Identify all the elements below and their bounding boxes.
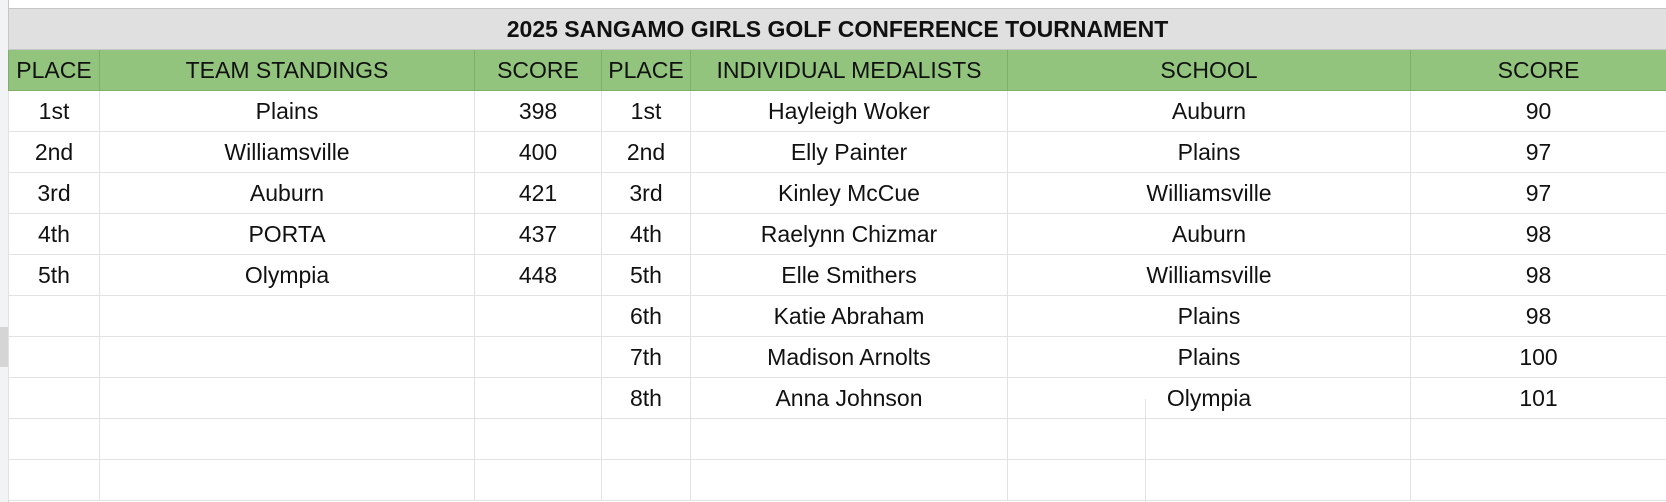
team-name-cell[interactable]: Olympia — [99, 254, 475, 296]
empty-cell[interactable] — [8, 418, 100, 460]
empty-cell[interactable] — [1409, 418, 1666, 460]
team-name-cell[interactable]: Plains — [99, 90, 475, 132]
empty-cell[interactable] — [690, 459, 1008, 501]
individual-place-cell[interactable]: 8th — [601, 377, 691, 419]
table-row: 1st Plains 398 1st Hayleigh Woker Auburn 90 — [8, 90, 1666, 132]
table-row: 6th Katie Abraham Plains 98 — [8, 295, 1666, 337]
individual-place-cell[interactable]: 7th — [601, 336, 691, 378]
medalist-name-cell[interactable]: Elly Painter — [690, 131, 1008, 173]
header-individual-medalists[interactable]: INDIVIDUAL MEDALISTS — [690, 49, 1008, 91]
school-cell[interactable]: Williamsville — [1007, 254, 1411, 296]
header-row: PLACE TEAM STANDINGS SCORE PLACE INDIVID… — [8, 49, 1666, 91]
selected-row-indicator — [0, 327, 8, 367]
cell-divider — [1145, 399, 1146, 502]
school-cell[interactable]: Olympia — [1007, 377, 1411, 419]
team-place-cell[interactable] — [8, 336, 100, 378]
individual-place-cell[interactable]: 1st — [601, 90, 691, 132]
team-place-cell[interactable]: 3rd — [8, 172, 100, 214]
title-row: 2025 SANGAMO GIRLS GOLF CONFERENCE TOURN… — [7, 8, 1666, 50]
empty-cell[interactable] — [99, 418, 475, 460]
empty-cell[interactable] — [474, 418, 602, 460]
team-score-cell[interactable]: 421 — [474, 172, 602, 214]
individual-place-cell[interactable]: 3rd — [601, 172, 691, 214]
school-cell[interactable]: Auburn — [1007, 213, 1411, 255]
school-cell[interactable]: Plains — [1007, 131, 1411, 173]
empty-cell[interactable] — [1409, 459, 1666, 501]
table-row: 4th PORTA 437 4th Raelynn Chizmar Auburn 98 — [8, 213, 1666, 255]
header-team-standings[interactable]: TEAM STANDINGS — [99, 49, 475, 91]
table-row: 3rd Auburn 421 3rd Kinley McCue Williamsville… — [8, 172, 1666, 214]
medalist-name-cell[interactable]: Raelynn Chizmar — [690, 213, 1008, 255]
empty-cell[interactable] — [99, 459, 475, 501]
team-score-cell[interactable]: 398 — [474, 90, 602, 132]
school-cell[interactable]: Plains — [1007, 295, 1411, 337]
team-place-cell[interactable] — [8, 377, 100, 419]
individual-score-cell[interactable]: 98 — [1409, 254, 1666, 296]
empty-cell[interactable] — [1007, 459, 1411, 501]
individual-score-cell[interactable]: 98 — [1409, 213, 1666, 255]
school-cell[interactable]: Williamsville — [1007, 172, 1411, 214]
table-row: 7th Madison Arnolts Plains 100 — [8, 336, 1666, 378]
individual-score-cell[interactable]: 100 — [1409, 336, 1666, 378]
team-score-cell[interactable]: 437 — [474, 213, 602, 255]
header-place-team[interactable]: PLACE — [8, 49, 100, 91]
team-name-cell[interactable]: PORTA — [99, 213, 475, 255]
medalist-name-cell[interactable]: Anna Johnson — [690, 377, 1008, 419]
header-place-individual[interactable]: PLACE — [601, 49, 691, 91]
team-score-cell[interactable] — [474, 295, 602, 337]
table-row: 5th Olympia 448 5th Elle Smithers Williamsvil… — [8, 254, 1666, 296]
empty-cell[interactable] — [8, 459, 100, 501]
header-school[interactable]: SCHOOL — [1007, 49, 1411, 91]
empty-cell[interactable] — [601, 418, 691, 460]
team-name-cell[interactable]: Williamsville — [99, 131, 475, 173]
team-place-cell[interactable]: 4th — [8, 213, 100, 255]
results-table: 2025 SANGAMO GIRLS GOLF CONFERENCE TOURN… — [7, 8, 1666, 501]
header-score-team[interactable]: SCORE — [474, 49, 602, 91]
team-place-cell[interactable] — [8, 295, 100, 337]
empty-cell[interactable] — [474, 459, 602, 501]
medalist-name-cell[interactable]: Madison Arnolts — [690, 336, 1008, 378]
empty-cell[interactable] — [1007, 418, 1411, 460]
spreadsheet-grid[interactable]: 2025 SANGAMO GIRLS GOLF CONFERENCE TOURN… — [7, 8, 1666, 501]
team-name-cell[interactable] — [99, 336, 475, 378]
team-score-cell[interactable]: 400 — [474, 131, 602, 173]
team-place-cell[interactable]: 5th — [8, 254, 100, 296]
team-name-cell[interactable] — [99, 295, 475, 337]
medalist-name-cell[interactable]: Elle Smithers — [690, 254, 1008, 296]
individual-score-cell[interactable]: 98 — [1409, 295, 1666, 337]
individual-place-cell[interactable]: 6th — [601, 295, 691, 337]
empty-cell[interactable] — [690, 418, 1008, 460]
school-cell[interactable]: Auburn — [1007, 90, 1411, 132]
individual-score-cell[interactable]: 97 — [1409, 172, 1666, 214]
team-name-cell[interactable] — [99, 377, 475, 419]
team-place-cell[interactable]: 2nd — [8, 131, 100, 173]
team-name-cell[interactable]: Auburn — [99, 172, 475, 214]
team-score-cell[interactable] — [474, 336, 602, 378]
empty-row — [8, 459, 1666, 501]
tournament-title[interactable]: 2025 SANGAMO GIRLS GOLF CONFERENCE TOURN… — [7, 8, 1666, 50]
individual-score-cell[interactable]: 90 — [1409, 90, 1666, 132]
table-row: 2nd Williamsville 400 2nd Elly Painter Plains… — [8, 131, 1666, 173]
team-place-cell[interactable]: 1st — [8, 90, 100, 132]
medalist-name-cell[interactable]: Kinley McCue — [690, 172, 1008, 214]
medalist-name-cell[interactable]: Hayleigh Woker — [690, 90, 1008, 132]
individual-place-cell[interactable]: 5th — [601, 254, 691, 296]
table-row: 8th Anna Johnson Olympia 101 — [8, 377, 1666, 419]
team-score-cell[interactable]: 448 — [474, 254, 602, 296]
school-cell[interactable]: Plains — [1007, 336, 1411, 378]
individual-score-cell[interactable]: 101 — [1409, 377, 1666, 419]
empty-cell[interactable] — [601, 459, 691, 501]
medalist-name-cell[interactable]: Katie Abraham — [690, 295, 1008, 337]
header-score-individual[interactable]: SCORE — [1409, 49, 1666, 91]
individual-place-cell[interactable]: 2nd — [601, 131, 691, 173]
individual-score-cell[interactable]: 97 — [1409, 131, 1666, 173]
team-score-cell[interactable] — [474, 377, 602, 419]
empty-row — [8, 418, 1666, 460]
individual-place-cell[interactable]: 4th — [601, 213, 691, 255]
